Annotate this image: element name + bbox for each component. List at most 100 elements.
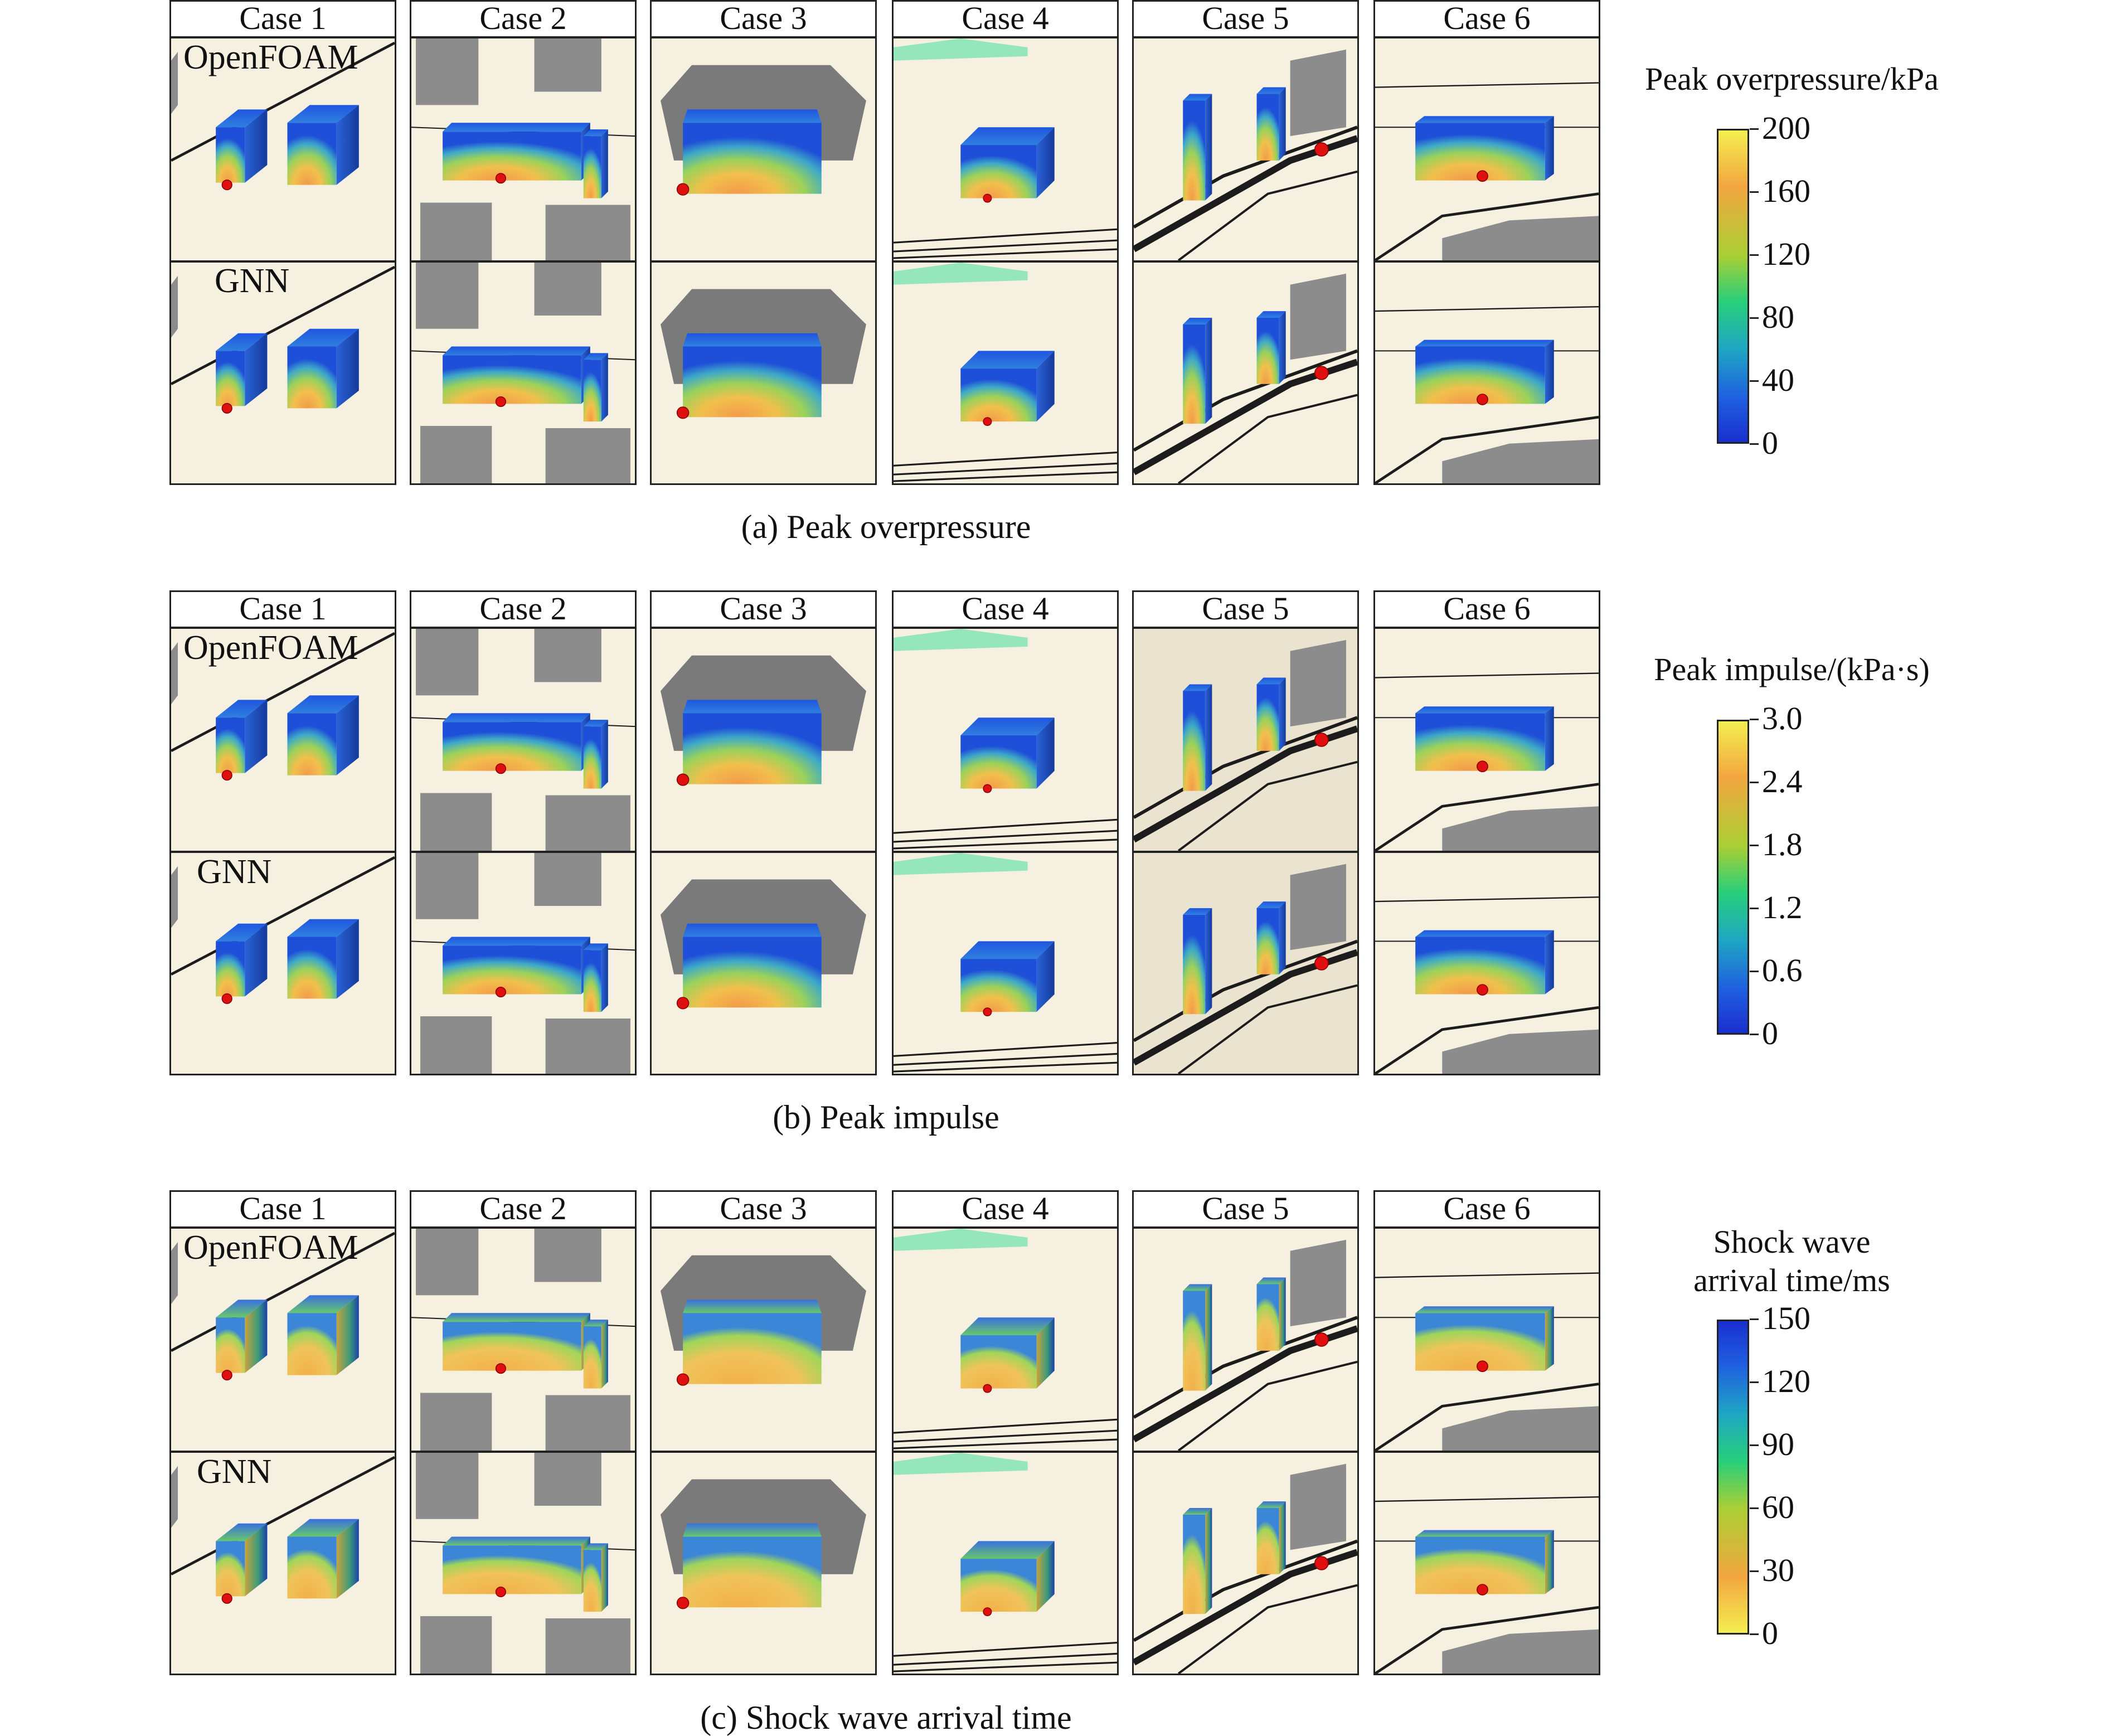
building-a-top [1183,1284,1212,1291]
scene-gnn-case1 [169,1451,396,1675]
column-header: Case 6 [1373,590,1600,628]
building-b-top [1256,901,1286,908]
building-wing-top [583,1320,608,1327]
building-gray [534,38,601,92]
column-header: Case 3 [650,0,877,38]
column-header: Case 6 [1373,0,1600,38]
building-target-front [683,123,822,194]
building-target-side [1036,127,1055,198]
building-b-front [287,123,337,185]
colorbar-tick-label: 90 [1762,1426,1794,1462]
row-label-openfoam: OpenFOAM [183,629,358,667]
road-line [894,838,1117,850]
building-gray [171,1242,178,1305]
scene-graphic [661,879,866,1010]
column-header: Case 2 [410,590,637,628]
column-header: Case 2 [410,0,637,38]
building-wing-front [583,360,601,422]
building-b-front [1256,1508,1279,1574]
building-gray [420,1016,492,1074]
building-b-top [287,1519,359,1537]
charge-marker [676,997,690,1010]
column-header: Case 6 [1373,1190,1600,1228]
building-a-front [216,127,245,183]
building-target-top [443,1536,590,1546]
charge-marker [221,1370,232,1381]
building-wing-top [583,353,608,360]
building-gray [416,853,479,919]
building-a-top [1183,908,1212,915]
colorbar-tick-mark [1750,317,1759,319]
road-line [894,471,1117,482]
road-line [1177,394,1357,483]
building-target-side [1545,1306,1554,1371]
building-gray [420,1393,492,1451]
colorbar-tick-label: 0.6 [1762,952,1803,988]
building-target-top [443,1313,590,1322]
water-area [894,1229,1028,1251]
colorbar-tick-label: 120 [1762,1363,1810,1399]
scene-gnn-case3 [650,1451,877,1675]
building-a-side [245,1299,268,1373]
building-target-top [1415,930,1554,937]
building-target-front [683,346,822,418]
building-gray [420,793,492,851]
road-line [894,830,1117,843]
scene-graphic [1375,82,1599,260]
building-wing-front [583,136,601,198]
building-b-side [336,919,359,999]
colorbar-tick-mark [1750,1034,1759,1035]
building-gray [1442,1406,1599,1451]
colorbar-tick-label: 2.4 [1762,763,1803,799]
road-line [171,1231,395,1352]
road-line [894,239,1117,253]
building-target-front [683,713,822,784]
building-gray [171,1466,178,1528]
building-a-front [1183,100,1206,201]
charge-marker [221,1593,232,1604]
scene-gnn-case3 [650,851,877,1075]
building-target-side [1036,717,1055,789]
road-line [1375,783,1599,851]
building-target-top [1415,116,1554,123]
charge-marker [1314,956,1329,971]
column-header: Case 3 [650,1190,877,1228]
scene-graphic [171,41,395,191]
colorbar-tick-label: 30 [1762,1552,1794,1588]
building-wing-top [583,720,608,727]
building-gray [1442,216,1599,260]
scene-openfoam-case3 [650,1227,877,1452]
road-line [894,1661,1117,1672]
road-line [1134,135,1357,253]
scene-openfoam-case6 [1373,37,1600,262]
charge-marker [676,406,690,419]
building-b-front [1256,908,1279,974]
building-target-side [1545,1530,1554,1594]
building-target-side [1036,1541,1055,1612]
building-gray [1290,864,1346,951]
building-gray [545,1019,630,1074]
row-label-gnn: GNN [215,262,290,300]
scene-openfoam-case2 [410,627,637,852]
column-header: Case 1 [169,1190,396,1228]
building-wing-top [583,943,608,951]
scene-openfoam-case5 [1132,1227,1359,1452]
scene-graphic [661,289,866,419]
colorbar-tick-label: 200 [1762,110,1810,146]
scene-graphic [1134,1239,1357,1451]
road-line [1375,415,1599,483]
building-target-front [443,1545,581,1594]
row-label-gnn: GNN [197,1453,272,1491]
building-target-side [1545,116,1554,181]
scene-graphic [1134,49,1357,260]
building-gray [545,1618,630,1674]
road-line [171,856,395,976]
road-line [894,228,1117,244]
building-target-top [683,1299,822,1313]
road-line [894,1041,1117,1057]
building-target-top [683,700,822,714]
column-header: Case 5 [1132,1190,1359,1228]
road-line [171,1456,395,1575]
building-target-front [443,355,581,404]
